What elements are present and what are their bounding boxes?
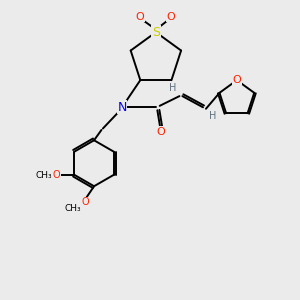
Text: CH₃: CH₃	[35, 171, 52, 180]
Text: S: S	[152, 26, 160, 39]
Text: H: H	[209, 111, 216, 121]
Text: O: O	[135, 12, 144, 22]
Text: O: O	[81, 197, 89, 207]
Text: N: N	[117, 101, 127, 114]
Text: CH₃: CH₃	[64, 204, 81, 213]
Text: O: O	[167, 12, 176, 22]
Text: O: O	[156, 127, 165, 137]
Text: O: O	[53, 170, 60, 180]
Text: H: H	[169, 83, 176, 93]
Text: O: O	[232, 75, 241, 85]
